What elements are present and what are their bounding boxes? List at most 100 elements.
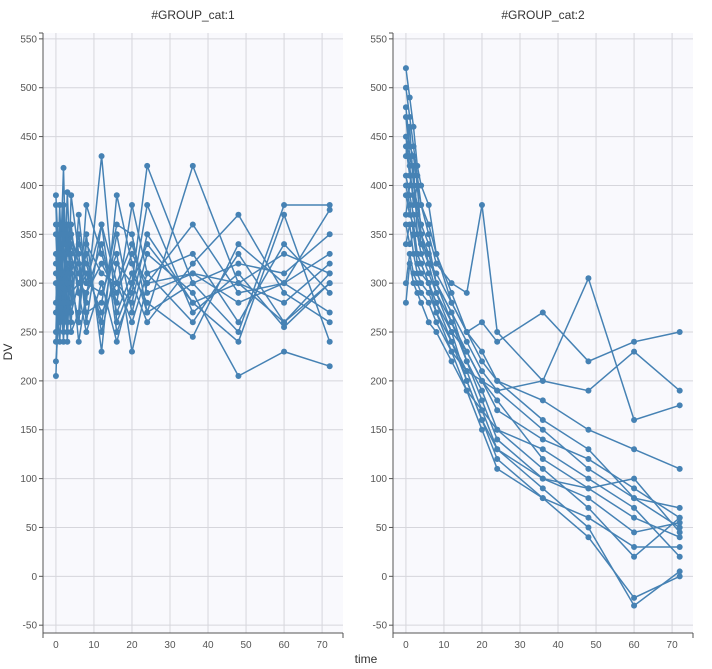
data-point bbox=[52, 329, 59, 336]
data-point bbox=[539, 446, 546, 453]
data-point bbox=[326, 260, 333, 267]
data-point bbox=[189, 270, 196, 277]
plot-background bbox=[43, 33, 343, 633]
data-point bbox=[494, 456, 501, 463]
data-point bbox=[68, 241, 75, 248]
data-point bbox=[676, 573, 683, 580]
data-point bbox=[144, 270, 151, 277]
data-point bbox=[406, 172, 413, 179]
data-point bbox=[433, 319, 440, 326]
data-point bbox=[585, 465, 592, 472]
x-tick-label: 70 bbox=[667, 640, 679, 651]
data-point bbox=[448, 280, 455, 287]
data-point bbox=[585, 275, 592, 282]
data-point bbox=[410, 231, 417, 238]
data-point bbox=[410, 280, 417, 287]
data-point bbox=[478, 397, 485, 404]
y-tick-label: 350 bbox=[370, 230, 387, 241]
data-point bbox=[83, 260, 90, 267]
data-point bbox=[281, 270, 288, 277]
y-tick-label: 250 bbox=[20, 328, 37, 339]
data-point bbox=[631, 514, 638, 521]
data-point bbox=[235, 289, 242, 296]
data-point bbox=[494, 387, 501, 394]
data-point bbox=[478, 319, 485, 326]
data-point bbox=[478, 426, 485, 433]
y-tick-label: 550 bbox=[20, 34, 37, 45]
data-point bbox=[235, 338, 242, 345]
data-point bbox=[414, 289, 421, 296]
data-point bbox=[585, 387, 592, 394]
x-tick-label: 40 bbox=[552, 640, 564, 651]
data-point bbox=[83, 231, 90, 238]
data-point bbox=[406, 123, 413, 130]
data-point bbox=[425, 260, 432, 267]
data-point bbox=[189, 299, 196, 306]
data-point bbox=[433, 309, 440, 316]
data-point bbox=[281, 319, 288, 326]
data-point bbox=[113, 221, 120, 228]
data-point bbox=[98, 299, 105, 306]
data-point bbox=[326, 201, 333, 208]
data-point bbox=[56, 250, 63, 257]
data-point bbox=[326, 289, 333, 296]
data-point bbox=[631, 416, 638, 423]
data-point bbox=[402, 133, 409, 140]
data-point bbox=[60, 164, 67, 171]
data-point bbox=[113, 260, 120, 267]
data-point bbox=[98, 221, 105, 228]
data-point bbox=[326, 319, 333, 326]
data-point bbox=[98, 250, 105, 257]
data-point bbox=[494, 377, 501, 384]
data-point bbox=[585, 456, 592, 463]
y-tick-label: 500 bbox=[370, 83, 387, 94]
data-point bbox=[128, 280, 135, 287]
data-point bbox=[281, 211, 288, 218]
data-point bbox=[75, 270, 82, 277]
data-point bbox=[235, 372, 242, 379]
data-point bbox=[494, 407, 501, 414]
data-point bbox=[425, 201, 432, 208]
data-point bbox=[418, 299, 425, 306]
data-point bbox=[326, 280, 333, 287]
data-point bbox=[326, 338, 333, 345]
data-point bbox=[631, 475, 638, 482]
data-point bbox=[585, 485, 592, 492]
data-point bbox=[494, 397, 501, 404]
data-point bbox=[418, 201, 425, 208]
data-point bbox=[631, 485, 638, 492]
data-point bbox=[463, 358, 470, 365]
data-point bbox=[144, 280, 151, 287]
data-point bbox=[539, 309, 546, 316]
data-point bbox=[56, 260, 63, 267]
data-point bbox=[83, 250, 90, 257]
data-point bbox=[433, 280, 440, 287]
x-tick-label: 30 bbox=[164, 640, 176, 651]
x-tick-label: 0 bbox=[403, 640, 409, 651]
data-point bbox=[463, 377, 470, 384]
data-point bbox=[478, 348, 485, 355]
plot-background bbox=[393, 33, 693, 633]
data-point bbox=[406, 211, 413, 218]
data-point bbox=[52, 338, 59, 345]
data-point bbox=[235, 299, 242, 306]
data-point bbox=[494, 338, 501, 345]
data-point bbox=[402, 280, 409, 287]
panel-title: #GROUP_cat:1 bbox=[151, 8, 235, 22]
data-point bbox=[144, 309, 151, 316]
data-point bbox=[113, 280, 120, 287]
data-point bbox=[98, 270, 105, 277]
data-point bbox=[676, 402, 683, 409]
x-tick-label: 0 bbox=[53, 640, 59, 651]
data-point bbox=[448, 358, 455, 365]
data-point bbox=[83, 289, 90, 296]
y-tick-label: 250 bbox=[370, 328, 387, 339]
data-point bbox=[68, 289, 75, 296]
data-point bbox=[52, 309, 59, 316]
data-point bbox=[448, 348, 455, 355]
data-point bbox=[425, 319, 432, 326]
data-point bbox=[68, 192, 75, 199]
data-point bbox=[539, 377, 546, 384]
data-point bbox=[631, 553, 638, 560]
data-point bbox=[144, 319, 151, 326]
